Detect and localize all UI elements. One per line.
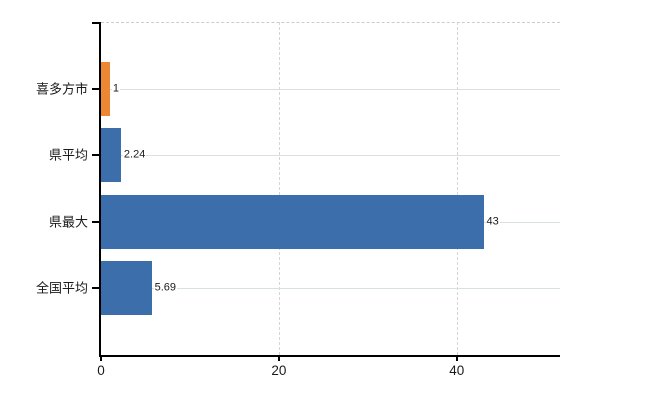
bar-value-label: 2.24 xyxy=(122,148,147,162)
y-axis-line xyxy=(99,22,101,355)
y-axis-end-tick xyxy=(92,22,100,24)
bar xyxy=(101,61,110,116)
x-tick-label: 20 xyxy=(271,363,287,378)
bar xyxy=(101,128,121,183)
category-gridline xyxy=(101,88,560,90)
x-axis-line xyxy=(99,355,560,357)
x-axis-tick xyxy=(455,355,458,361)
y-axis-tick xyxy=(92,87,100,90)
x-gridline xyxy=(456,22,458,355)
y-axis-tick xyxy=(92,220,100,223)
bar xyxy=(101,194,484,249)
x-tick-label: 40 xyxy=(449,363,465,378)
category-label: 県最大 xyxy=(48,214,88,230)
x-gridline xyxy=(278,22,280,355)
y-axis-tick xyxy=(92,287,100,290)
category-label: 全国平均 xyxy=(35,280,88,296)
x-axis-tick xyxy=(100,355,102,361)
x-axis-tick xyxy=(277,355,280,361)
x-tick-label: 0 xyxy=(97,363,105,378)
category-gridline xyxy=(101,288,560,290)
plot-top-border xyxy=(101,22,560,23)
bar-value-label: 5.69 xyxy=(153,281,178,295)
bar xyxy=(101,261,152,316)
bar-value-label: 43 xyxy=(485,215,500,229)
category-label: 喜多方市 xyxy=(35,81,88,97)
category-gridline xyxy=(101,155,560,157)
y-axis-tick xyxy=(92,154,100,157)
bar-value-label: 1 xyxy=(111,82,121,96)
category-label: 県平均 xyxy=(48,147,88,163)
